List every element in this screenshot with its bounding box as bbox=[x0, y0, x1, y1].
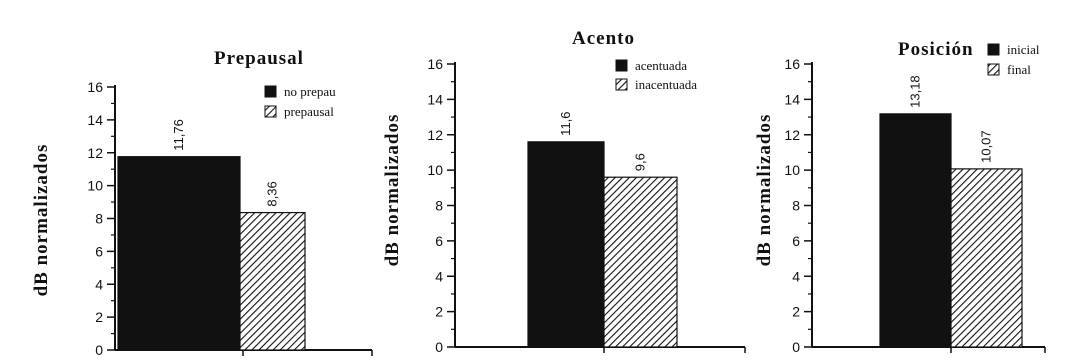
chart1-legend-label-2: prepausal bbox=[284, 104, 334, 119]
chart3-y-tick-label-2: 2 bbox=[792, 304, 800, 320]
chart1-y-tick-label-6: 6 bbox=[95, 243, 103, 259]
chart3-y-tick-label-10: 10 bbox=[784, 162, 800, 178]
chart1-legend-swatch-2 bbox=[264, 105, 277, 118]
chart2-bar-1-value-label: 11,6 bbox=[558, 111, 573, 135]
chart2-y-tick-label-4: 4 bbox=[435, 268, 443, 284]
chart1-bar-1 bbox=[117, 156, 241, 351]
chart1-y-tick-label-8: 8 bbox=[95, 211, 103, 227]
chart1-y-tick-label-12: 12 bbox=[87, 145, 103, 161]
chart2-y-tick-label-2: 2 bbox=[435, 304, 443, 320]
chart3-bar-2 bbox=[950, 168, 1023, 348]
chart2-y-tick-label-14: 14 bbox=[427, 91, 443, 107]
chart3-y-tick-label-14: 14 bbox=[784, 91, 800, 107]
chart2-y-tick-label-6: 6 bbox=[435, 233, 443, 249]
chart1-y-tick-label-0: 0 bbox=[95, 342, 103, 358]
chart2-legend-label-1: acentuada bbox=[635, 58, 687, 73]
chart3-y-axis-label: dB normalizados bbox=[754, 114, 775, 267]
chart2-bar-1 bbox=[527, 141, 605, 348]
chart2-y-tick-label-8: 8 bbox=[435, 198, 443, 214]
chart2-y-tick-label-16: 16 bbox=[427, 56, 443, 72]
chart1-y-axis-label: dB normalizados bbox=[31, 144, 52, 297]
chart3-title: Posición bbox=[898, 39, 974, 60]
chart2-bar-2 bbox=[603, 176, 678, 348]
chart1-y-tick-label-14: 14 bbox=[87, 112, 103, 128]
chart1-y-tick-label-4: 4 bbox=[95, 276, 103, 292]
chart3-y-tick-label-16: 16 bbox=[784, 56, 800, 72]
chart1-bar-2 bbox=[239, 211, 306, 351]
chart2-y-tick-label-10: 10 bbox=[427, 162, 443, 178]
chart1-y-tick-label-10: 10 bbox=[87, 178, 103, 194]
chart1-legend-label-1: no prepau bbox=[284, 84, 336, 99]
chart3-y-tick-label-0: 0 bbox=[792, 339, 800, 355]
chart2-legend-label-2: inacentuada bbox=[635, 77, 697, 92]
chart1-bar-1-value-label: 11,76 bbox=[171, 119, 186, 151]
chart1-y-tick-label-16: 16 bbox=[87, 79, 103, 95]
chart3-bar-1 bbox=[879, 113, 952, 348]
chart3-legend-swatch-2 bbox=[987, 63, 1000, 76]
chart3-bar-1-value-label: 13,18 bbox=[908, 75, 923, 108]
chart2-legend-swatch-2 bbox=[615, 78, 628, 91]
chart3-bar-2-value-label: 10,07 bbox=[979, 130, 994, 163]
chart3-legend-label-2: final bbox=[1007, 62, 1031, 77]
chart2-y-tick-label-0: 0 bbox=[435, 339, 443, 355]
chart3-legend-label-1: inicial bbox=[1007, 42, 1040, 57]
chart3-y-tick-label-8: 8 bbox=[792, 198, 800, 214]
chart2-y-axis-label: dB normalizados bbox=[382, 114, 403, 267]
chart3-y-tick-label-12: 12 bbox=[784, 127, 800, 143]
chart3-y-tick-label-4: 4 bbox=[792, 268, 800, 284]
chart2-legend-swatch-1 bbox=[615, 59, 628, 72]
chart1-legend-swatch-1 bbox=[264, 85, 277, 98]
chart1-y-tick-label-2: 2 bbox=[95, 309, 103, 325]
chart1-title: Prepausal bbox=[214, 48, 304, 69]
chart3-y-tick-label-6: 6 bbox=[792, 233, 800, 249]
chart3-legend-swatch-1 bbox=[987, 43, 1000, 56]
chart1-bar-2-value-label: 8,36 bbox=[265, 181, 280, 206]
chart2-y-tick-label-12: 12 bbox=[427, 127, 443, 143]
chart2-title: Acento bbox=[572, 28, 635, 49]
chart2-bar-2-value-label: 9,6 bbox=[633, 153, 648, 171]
